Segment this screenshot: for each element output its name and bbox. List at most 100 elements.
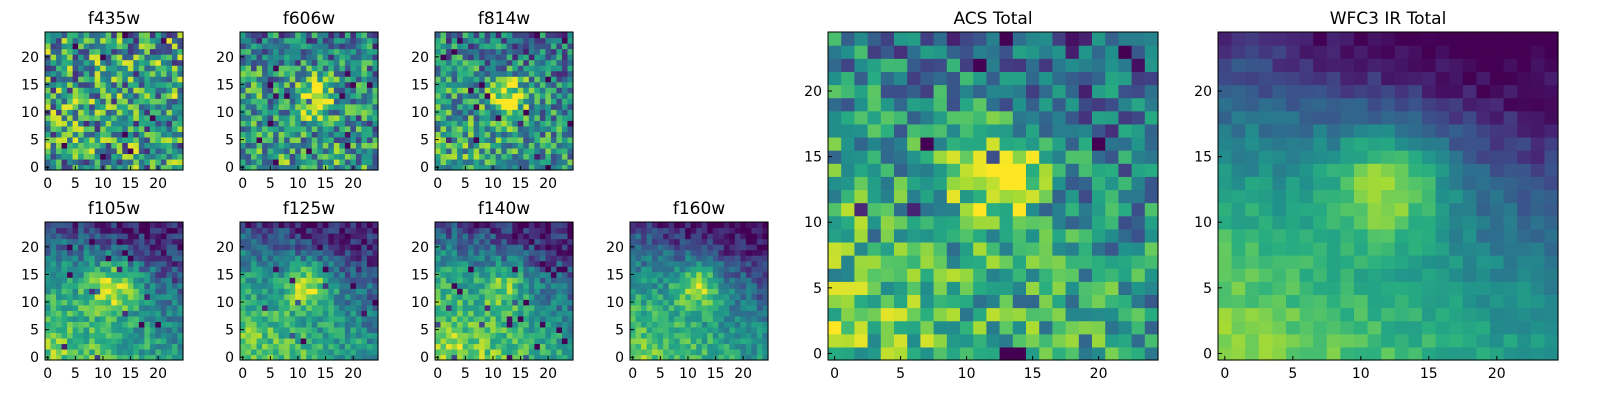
- heatmap-cell: [149, 92, 156, 99]
- heatmap-cell: [999, 150, 1014, 164]
- heatmap-cell: [311, 222, 318, 229]
- heatmap-cell: [127, 92, 134, 99]
- heatmap-cell: [690, 271, 697, 278]
- heatmap-cell: [144, 282, 151, 289]
- heatmap-cell: [690, 282, 697, 289]
- heatmap-cell: [545, 249, 552, 256]
- heatmap-cell: [160, 142, 168, 149]
- heatmap-cell: [561, 76, 569, 83]
- heatmap-cell: [366, 109, 374, 116]
- heatmap-cell: [435, 153, 442, 160]
- heatmap-cell: [674, 238, 681, 245]
- heatmap-cell: [245, 70, 252, 77]
- heatmap-cell: [685, 266, 692, 273]
- heatmap-cell: [462, 343, 469, 350]
- heatmap-cell: [322, 293, 329, 300]
- heatmap-cell: [1052, 241, 1067, 256]
- heatmap-cell: [67, 54, 74, 61]
- heatmap-cell: [251, 315, 258, 322]
- heatmap-cell: [506, 147, 513, 155]
- heatmap-cell: [440, 125, 447, 132]
- heatmap-cell: [160, 54, 168, 61]
- heatmap-cell: [663, 238, 670, 245]
- heatmap-cell: [333, 299, 340, 306]
- heatmap-cell: [718, 288, 725, 295]
- heatmap-cell: [273, 288, 280, 295]
- heatmap-cell: [322, 310, 329, 317]
- heatmap-cell: [278, 65, 285, 72]
- heatmap-cell: [501, 48, 508, 55]
- heatmap-cell: [495, 43, 502, 50]
- heatmap-cell: [160, 109, 168, 116]
- heatmap-cell: [657, 238, 664, 245]
- heatmap-cell: [245, 293, 252, 300]
- heatmap-cell: [284, 164, 291, 171]
- heatmap-cell: [841, 241, 855, 256]
- heatmap-cell: [828, 189, 842, 204]
- heatmap-cell: [144, 249, 151, 256]
- heatmap-cell: [495, 37, 502, 44]
- heatmap-cell: [657, 288, 664, 295]
- heatmap-cell: [446, 282, 453, 289]
- heatmap-cell: [523, 87, 530, 94]
- heatmap-cell: [306, 65, 313, 72]
- heatmap-cell: [350, 92, 357, 99]
- heatmap-cell: [657, 304, 664, 311]
- heatmap-cell: [1092, 123, 1106, 138]
- heatmap-cell: [89, 233, 96, 240]
- heatmap-cell: [512, 153, 519, 160]
- heatmap-cell: [517, 266, 524, 273]
- heatmap-cell: [657, 332, 664, 339]
- heatmap-cell: [78, 310, 85, 317]
- heatmap-cell: [550, 310, 558, 317]
- heatmap-cell: [311, 92, 318, 99]
- heatmap-cell: [960, 202, 974, 217]
- heatmap-cell: [484, 43, 491, 50]
- heatmap-cell: [635, 315, 642, 322]
- heatmap-cell: [561, 299, 569, 306]
- heatmap-cell: [435, 48, 442, 55]
- heatmap-cell: [355, 147, 363, 155]
- heatmap-cell: [355, 37, 363, 44]
- heatmap-cell: [567, 271, 574, 278]
- heatmap-cell: [646, 337, 653, 345]
- heatmap-cell: [273, 255, 280, 262]
- heatmap-cell: [561, 81, 569, 88]
- heatmap-cell: [366, 332, 374, 339]
- heatmap-cell: [144, 136, 151, 143]
- heatmap-cell: [663, 304, 670, 311]
- heatmap-cell: [1105, 150, 1119, 164]
- heatmap-cell: [534, 288, 541, 295]
- heatmap-cell: [920, 110, 935, 125]
- heatmap-cell: [933, 110, 948, 125]
- heatmap-cell: [289, 238, 296, 245]
- heatmap-cell: [171, 147, 179, 155]
- heatmap-cell: [138, 354, 145, 361]
- heatmap-cell: [641, 260, 648, 267]
- heatmap-cell: [127, 304, 134, 311]
- heatmap-cell: [451, 222, 458, 229]
- heatmap-cell: [311, 304, 318, 311]
- heatmap-cell: [361, 348, 368, 356]
- heatmap-cell: [451, 326, 458, 333]
- heatmap-cell: [160, 103, 168, 110]
- heatmap-cell: [446, 48, 453, 55]
- heatmap-cell: [251, 304, 258, 311]
- heatmap-cell: [473, 92, 480, 99]
- heatmap-cell: [339, 153, 346, 160]
- heatmap-cell: [50, 315, 57, 322]
- heatmap-cell: [322, 81, 329, 88]
- heatmap-cell: [462, 238, 469, 245]
- heatmap-cell: [1105, 294, 1119, 309]
- x-tick-label: 10: [484, 366, 502, 382]
- heatmap-cell: [361, 81, 368, 88]
- heatmap-cell: [83, 304, 90, 311]
- heatmap-cell: [322, 260, 329, 267]
- heatmap-cell: [712, 255, 719, 262]
- heatmap-cell: [45, 337, 52, 345]
- heatmap-cell: [512, 343, 519, 350]
- heatmap-cell: [668, 326, 675, 333]
- heatmap-cell: [262, 65, 269, 72]
- heatmap-cell: [545, 43, 552, 50]
- heatmap-cell: [339, 114, 346, 121]
